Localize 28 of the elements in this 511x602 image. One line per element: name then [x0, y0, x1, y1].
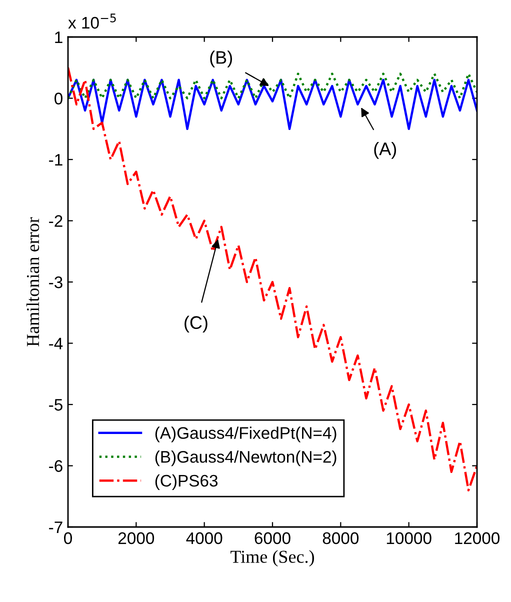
line-series: [68, 66, 477, 492]
y-tick-label: 0: [54, 92, 62, 104]
line-series: [68, 78, 477, 130]
annotation: (A): [374, 142, 396, 159]
x-tick-label: 4000: [186, 532, 222, 544]
y-tick-label: 1: [55, 32, 62, 44]
legend-label: (C)PS63: [155, 474, 218, 490]
y-tick-label: -4: [49, 338, 63, 350]
x-tick-label: 2000: [118, 532, 154, 544]
annotation: (B): [210, 50, 232, 68]
x-axis-title: Time (Sec.): [230, 550, 314, 567]
y-tick-label: -2: [49, 215, 62, 227]
line-series: [68, 72, 477, 100]
y-tick-label: -1: [49, 154, 62, 166]
x-tick-label: 10000: [386, 532, 432, 544]
y-tick-label: -3: [49, 276, 62, 288]
legend-label: (B)Gauss4/Newton(N=2): [155, 450, 336, 466]
annotation: (C): [184, 316, 208, 333]
legend-label: (A)Gauss4/FixedPt(N=4): [155, 426, 336, 442]
x-tick-label: 6000: [254, 532, 290, 544]
x-tick-label: 0: [64, 532, 72, 544]
y-axis-title: Hamiltonian error: [26, 217, 40, 346]
y-tick-label: -5: [49, 399, 62, 411]
x-tick-label: 8000: [322, 532, 359, 544]
x-tick-label: 12000: [455, 532, 500, 544]
text: x 10$^{−5}$: [68, 14, 116, 29]
y-tick-label: -6: [49, 460, 62, 472]
y-tick-label: -7: [49, 522, 62, 534]
